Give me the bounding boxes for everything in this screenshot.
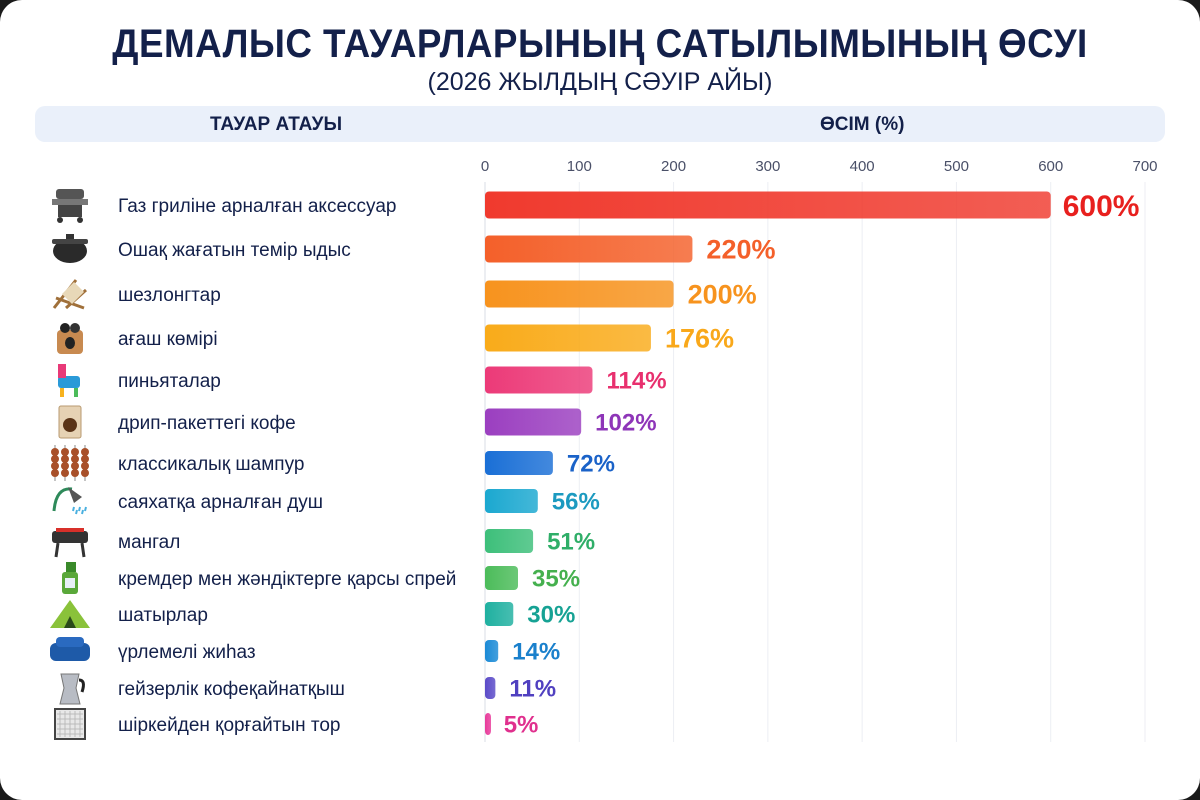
data-label: 600% <box>1063 190 1140 223</box>
data-label: 102% <box>595 410 656 437</box>
spray-icon <box>62 562 78 594</box>
column-header-name: ТАУАР АТАУЫ <box>210 114 343 135</box>
category-label: үрлемелі жиһаз <box>118 642 256 663</box>
brazier-icon <box>52 528 88 558</box>
category-label: пиньяталар <box>118 371 221 392</box>
data-label: 5% <box>504 712 539 739</box>
bar <box>485 713 491 735</box>
bar <box>485 640 499 662</box>
data-label: 56% <box>552 489 600 516</box>
x-tick-label: 100 <box>567 158 592 175</box>
grill-icon <box>52 189 88 223</box>
bar <box>485 529 534 553</box>
x-tick-label: 300 <box>755 158 780 175</box>
tent-icon <box>50 600 90 628</box>
bar <box>485 191 1051 219</box>
data-label: 72% <box>567 451 615 478</box>
data-label: 14% <box>512 639 560 666</box>
bar <box>485 602 514 626</box>
data-label: 35% <box>532 566 580 593</box>
chart-title: ДЕМАЛЫС ТАУАРЛАРЫНЫҢ САТЫЛЫМЫНЫҢ ӨСУІ <box>112 22 1088 66</box>
x-tick-label: 200 <box>661 158 686 175</box>
moka-pot-icon <box>59 673 85 705</box>
x-tick-label: 500 <box>944 158 969 175</box>
charcoal-bag-icon <box>57 323 83 354</box>
bar <box>485 451 553 475</box>
mosquito-net-icon <box>54 708 86 740</box>
bar <box>485 566 518 590</box>
shower-icon <box>52 487 87 515</box>
category-label: шезлонгтар <box>118 285 221 306</box>
pot-icon <box>52 234 88 263</box>
category-label: дрип-пакеттегі кофе <box>118 413 296 434</box>
category-label: шатырлар <box>118 605 208 626</box>
data-label: 114% <box>606 368 666 395</box>
data-label: 51% <box>547 529 595 556</box>
data-label: 220% <box>706 235 775 265</box>
x-tick-label: 700 <box>1132 158 1157 175</box>
column-header-growth: ӨСІМ (%) <box>820 114 905 135</box>
x-tick-label: 600 <box>1038 158 1063 175</box>
bar <box>485 408 582 436</box>
column-header-band <box>35 106 1165 142</box>
sofa-icon <box>50 637 90 661</box>
deck-chair-icon <box>52 279 88 310</box>
bar <box>485 489 538 513</box>
category-label: Газ гриліне арналған аксессуар <box>118 196 396 217</box>
data-label: 11% <box>509 676 556 703</box>
category-label: гейзерлік кофеқайнатқыш <box>118 679 345 700</box>
x-tick-label: 0 <box>481 158 489 175</box>
category-label: Ошақ жағатын темір ыдыс <box>118 240 351 261</box>
data-label: 200% <box>688 280 757 310</box>
skewer-icon <box>51 445 89 481</box>
category-label: кремдер мен жәндіктерге қарсы спрей <box>118 569 456 590</box>
x-tick-label: 400 <box>850 158 875 175</box>
bar <box>485 324 651 352</box>
bar <box>485 280 674 308</box>
category-label: шіркейден қорғайтын тор <box>118 715 340 736</box>
category-label: саяхатқа арналған душ <box>118 492 323 513</box>
coffee-bag-icon <box>58 405 82 439</box>
bar <box>485 235 693 263</box>
chart-subtitle: (2026 ЖЫЛДЫҢ СӘУІР АЙЫ) <box>427 68 773 96</box>
category-label: мангал <box>118 532 180 553</box>
pinata-icon <box>58 364 80 397</box>
category-label: ағаш көмірі <box>118 329 218 350</box>
bar <box>485 366 593 394</box>
data-label: 30% <box>527 602 575 629</box>
data-label: 176% <box>665 324 734 354</box>
category-label: классикалық шампур <box>118 454 304 475</box>
bar <box>485 677 496 699</box>
